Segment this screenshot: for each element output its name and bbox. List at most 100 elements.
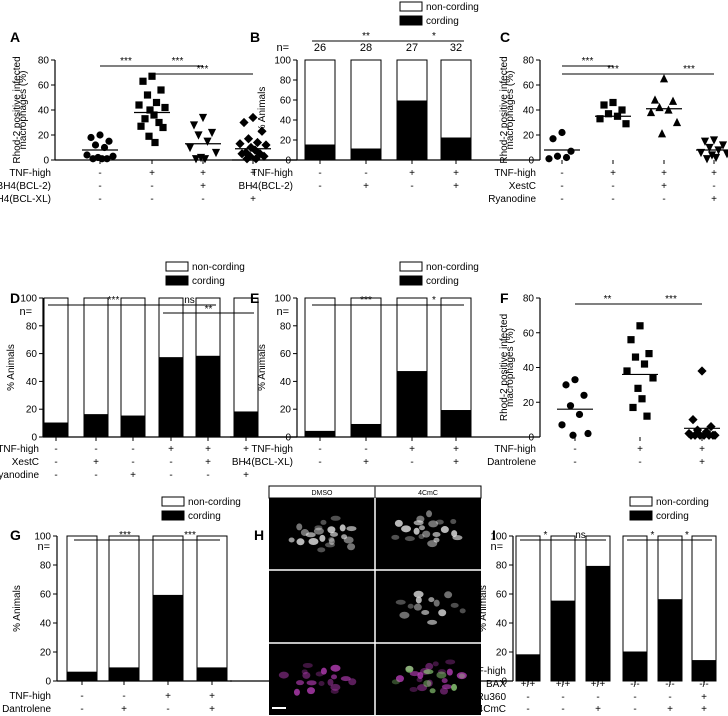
condition-value: + <box>243 470 249 481</box>
condition-name: 4CmC <box>478 704 506 715</box>
data-point <box>618 106 626 114</box>
cell-signal <box>428 520 439 528</box>
condition-value: - <box>573 457 576 468</box>
data-point <box>609 98 617 107</box>
panel-C: C 0 20 40 60 80 Rhod-2 positive infectedmacrop… <box>230 29 728 205</box>
panel-label: E <box>250 290 259 306</box>
panel-label: H <box>254 527 264 543</box>
condition-value: + <box>209 704 215 715</box>
condition-value: - <box>526 704 529 715</box>
condition-name: Ryanodine <box>0 470 39 481</box>
panel-A: A 0 20 40 60 80 Rhod-2 positive infectedmacrop… <box>0 29 271 205</box>
cell-signal <box>445 659 456 665</box>
y-tick-label: 60 <box>496 590 508 601</box>
data-point <box>135 101 143 109</box>
cell-signal <box>305 532 316 538</box>
data-point <box>650 95 660 104</box>
bar-non-cording <box>304 297 336 432</box>
bar-non-cording <box>196 535 228 669</box>
condition-name: XestC <box>12 457 39 468</box>
data-point <box>558 128 566 137</box>
condition-value: - <box>80 691 83 702</box>
legend-label-cording: cording <box>426 276 459 287</box>
panel-H: H DMSO 4CmC macrophage mitGCaMP3 merge <box>254 485 482 715</box>
y-axis-label: Rhod-2 positive infected <box>499 56 510 163</box>
significance-label: *** <box>665 294 677 305</box>
cell-signal <box>391 679 400 685</box>
bar-non-cording <box>691 535 717 662</box>
legend: non-cording cording <box>399 1 479 27</box>
bar-cording <box>43 422 69 438</box>
data-point <box>105 137 113 145</box>
bar-cording <box>108 667 140 682</box>
data-point <box>139 77 147 85</box>
condition-name: BH4(BCL-2) <box>0 181 51 192</box>
data-point <box>96 131 104 139</box>
bar-cording <box>196 667 228 682</box>
cell-signal <box>339 524 346 532</box>
cell-signal <box>319 534 326 542</box>
cell-signal <box>433 537 440 543</box>
data-point <box>627 336 635 344</box>
cell-signal <box>341 534 348 540</box>
condition-value: - <box>98 194 101 205</box>
condition-value: - <box>206 470 209 481</box>
cell-signal <box>456 672 467 680</box>
data-point <box>566 402 575 410</box>
cell-signal <box>348 678 357 686</box>
bar-non-cording <box>43 297 69 424</box>
data-point <box>159 123 167 132</box>
significance-label: * <box>432 31 436 42</box>
significance-label: *** <box>184 530 196 541</box>
bar-cording <box>622 651 648 682</box>
condition-value: + <box>363 181 369 192</box>
cell-signal <box>415 596 422 604</box>
bar-non-cording <box>396 59 428 102</box>
condition-value: - <box>94 444 97 455</box>
y-axis-label: macrophages (%) <box>505 328 516 407</box>
cell-signal <box>413 590 424 598</box>
y-tick-label: 80 <box>40 561 52 572</box>
cell-signal <box>330 683 341 691</box>
cell-signal <box>315 671 324 677</box>
condition-name: TNF-high <box>9 168 51 179</box>
cell-signal <box>438 609 447 617</box>
condition-value: + <box>168 444 174 455</box>
row-label: merge <box>272 648 292 655</box>
legend-label-non-cording: non-cording <box>192 262 245 273</box>
bar-cording <box>350 148 382 161</box>
panel-label: A <box>10 29 20 45</box>
bar-non-cording <box>440 297 472 412</box>
condition-value: - <box>318 181 321 192</box>
data-point <box>623 367 631 375</box>
legend: non-cording cording <box>629 496 709 522</box>
significance-label: ** <box>362 31 370 42</box>
y-axis-label: % Animals <box>12 585 23 632</box>
y-tick-label: 20 <box>26 405 38 416</box>
condition-value: - <box>80 704 83 715</box>
y-tick-label: 0 <box>45 677 51 688</box>
data-point <box>700 137 710 146</box>
y-tick-label: 80 <box>280 321 292 332</box>
condition-value: - <box>561 704 564 715</box>
cell-signal <box>451 530 458 538</box>
data-point <box>553 152 562 160</box>
cell-signal <box>288 537 295 543</box>
data-point <box>109 152 117 160</box>
legend-label-non-cording: non-cording <box>426 262 479 273</box>
y-tick-label: 80 <box>496 561 508 572</box>
cell-signal <box>433 599 440 607</box>
condition-value: - <box>611 194 614 205</box>
significance-label: *** <box>172 56 184 67</box>
bar-cording <box>66 671 98 682</box>
significance-label: *** <box>197 64 209 75</box>
n-value: 32 <box>450 42 462 54</box>
condition-name: TNF-high <box>9 691 51 702</box>
bar-cording <box>350 423 382 438</box>
data-point <box>83 151 91 159</box>
cell-signal <box>327 526 336 534</box>
legend-label-non-cording: non-cording <box>188 497 241 508</box>
data-point <box>646 107 656 117</box>
legend-label-cording: cording <box>192 276 225 287</box>
data-point <box>722 150 728 159</box>
